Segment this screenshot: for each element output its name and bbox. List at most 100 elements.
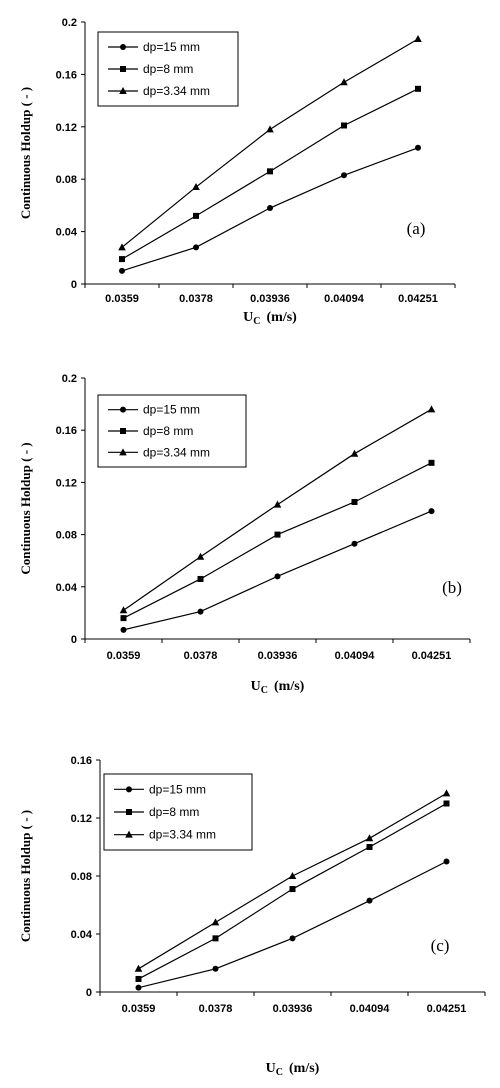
x-tick-label: 0.04251 bbox=[398, 293, 438, 305]
data-point-square-marker bbox=[415, 85, 421, 92]
legend-triangle-marker bbox=[119, 87, 127, 94]
data-point-triangle-marker bbox=[427, 405, 436, 413]
x-tick-label: 0.0378 bbox=[184, 650, 218, 662]
data-point-circle-marker bbox=[289, 935, 296, 942]
x-tick-label: 0.0378 bbox=[179, 293, 213, 305]
x-tick-label: 0.04094 bbox=[350, 1003, 391, 1015]
legend-circle-marker bbox=[120, 406, 126, 413]
y-tick-label: 0.04 bbox=[71, 929, 93, 941]
data-point-circle-marker bbox=[120, 626, 127, 633]
data-point-triangle-marker bbox=[118, 243, 126, 251]
x-axis-label: UC (m/s) bbox=[243, 310, 297, 327]
data-point-circle-marker bbox=[197, 608, 204, 615]
x-axis-label: UC (m/s) bbox=[266, 1061, 320, 1078]
y-tick-label: 0.2 bbox=[62, 373, 77, 385]
y-tick-label: 0.16 bbox=[56, 69, 77, 81]
y-tick-label: 0.04 bbox=[56, 227, 78, 239]
legend-triangle-marker bbox=[119, 448, 127, 456]
series-dp-3-34-mm bbox=[119, 405, 436, 614]
data-point-circle-marker bbox=[351, 540, 358, 547]
y-tick-label: 0.12 bbox=[71, 813, 92, 825]
x-tick-label: 0.04251 bbox=[427, 1003, 467, 1015]
legend-label: dp=8 mm bbox=[143, 62, 193, 76]
data-point-triangle-marker bbox=[196, 552, 205, 560]
data-point-triangle-marker bbox=[211, 918, 220, 926]
data-point-triangle-marker bbox=[192, 183, 200, 191]
data-point-triangle-marker bbox=[365, 834, 374, 842]
x-tick-label: 0.0359 bbox=[105, 293, 139, 305]
chart-b-svg: 0 0.04 0.08 0.12 0.16 0.2 0.0359 0.0378 0.03936 0… bbox=[18, 373, 471, 696]
data-point-triangle-marker bbox=[414, 35, 422, 43]
legend-label: dp=8 mm bbox=[149, 805, 199, 819]
data-point-circle-marker bbox=[341, 172, 347, 179]
x-tick-label: 0.0359 bbox=[107, 650, 141, 662]
x-tick-label: 0.0378 bbox=[199, 1003, 233, 1015]
series-dp-15-mm bbox=[120, 508, 435, 633]
y-axis-label: Continuous Holdup ( - ) bbox=[18, 442, 33, 574]
data-point-square-marker bbox=[341, 122, 347, 129]
y-tick-label: 0.16 bbox=[56, 425, 77, 437]
y-tick-label: 0 bbox=[71, 279, 77, 291]
data-point-square-marker bbox=[428, 459, 435, 466]
y-axis-label: Continuous Holdup ( - ) bbox=[18, 810, 33, 942]
data-point-square-marker bbox=[212, 935, 219, 942]
legend-label: dp=3.34 mm bbox=[143, 84, 210, 98]
data-point-circle-marker bbox=[193, 244, 199, 251]
legend-label: dp=15 mm bbox=[143, 40, 200, 54]
data-point-triangle-marker bbox=[288, 872, 297, 879]
series-line bbox=[138, 860, 447, 989]
panel-label: (b) bbox=[442, 578, 462, 597]
x-tick-label: 0.03936 bbox=[258, 650, 298, 662]
series-dp-15-mm bbox=[119, 144, 421, 274]
legend-square-marker bbox=[120, 428, 126, 434]
legend-label: dp=3.34 mm bbox=[149, 828, 216, 842]
legend-square-marker bbox=[120, 66, 126, 72]
x-tick-label: 0.0359 bbox=[122, 1003, 156, 1015]
x-tick-label: 0.03936 bbox=[273, 1003, 313, 1015]
series-dp-3-34-mm bbox=[134, 789, 451, 972]
data-point-square-marker bbox=[120, 615, 127, 622]
legend: dp=15 mm dp=8 mm dp=3.34 mm bbox=[103, 773, 253, 851]
y-tick-label: 0.16 bbox=[71, 755, 92, 767]
chart-panel-a: 0 0.04 0.08 0.12 0.16 0.2 0.0359 0.0378 0.03936 0… bbox=[0, 0, 500, 350]
data-point-circle-marker bbox=[443, 858, 450, 865]
x-tick-label: 0.04094 bbox=[324, 293, 365, 305]
chart-c-svg: 0 0.04 0.08 0.12 0.16 0.0359 0.0378 0.03936 0.04… bbox=[18, 755, 486, 1078]
data-point-triangle-marker bbox=[134, 964, 143, 972]
data-point-triangle-marker bbox=[273, 500, 282, 508]
data-point-square-marker bbox=[289, 886, 296, 893]
chart-a-svg: 0 0.04 0.08 0.12 0.16 0.2 0.0359 0.0378 0.03936 0… bbox=[18, 17, 456, 327]
data-point-square-marker bbox=[443, 800, 450, 807]
y-tick-label: 0.08 bbox=[56, 174, 77, 186]
x-tick-label: 0.04094 bbox=[335, 650, 376, 662]
series-line bbox=[123, 462, 432, 619]
chart-panel-c: 0 0.04 0.08 0.12 0.16 0.0359 0.0378 0.03936 0.04… bbox=[0, 715, 500, 1088]
data-point-square-marker bbox=[135, 975, 142, 982]
data-point-triangle-marker bbox=[350, 449, 359, 457]
data-point-square-marker bbox=[351, 498, 358, 505]
x-axis-label: UC (m/s) bbox=[251, 679, 305, 696]
legend-square-marker bbox=[126, 809, 132, 815]
data-point-circle-marker bbox=[119, 267, 125, 274]
data-point-circle-marker bbox=[267, 205, 273, 212]
legend-circle-marker bbox=[126, 786, 132, 793]
data-point-square-marker bbox=[197, 575, 204, 582]
legend: dp=15 mm dp=8 mm dp=3.34 mm bbox=[97, 394, 247, 468]
legend-label: dp=3.34 mm bbox=[143, 445, 210, 459]
data-point-square-marker bbox=[193, 212, 199, 219]
y-tick-label: 0.04 bbox=[56, 582, 78, 594]
legend-label: dp=15 mm bbox=[149, 782, 206, 796]
data-point-circle-marker bbox=[428, 508, 435, 515]
legend-label: dp=8 mm bbox=[143, 424, 193, 438]
series-dp-8-mm bbox=[120, 459, 435, 622]
series-dp-3-34-mm bbox=[118, 35, 422, 251]
data-point-square-marker bbox=[119, 256, 125, 263]
data-point-circle-marker bbox=[366, 897, 373, 904]
data-point-circle-marker bbox=[212, 965, 219, 972]
data-point-square-marker bbox=[267, 168, 273, 175]
y-axis-label: Continuous Holdup ( - ) bbox=[18, 87, 33, 219]
x-tick-label: 0.04251 bbox=[412, 650, 452, 662]
y-tick-label: 0.12 bbox=[56, 477, 77, 489]
data-point-square-marker bbox=[366, 844, 373, 850]
y-tick-label: 0.12 bbox=[56, 122, 77, 134]
